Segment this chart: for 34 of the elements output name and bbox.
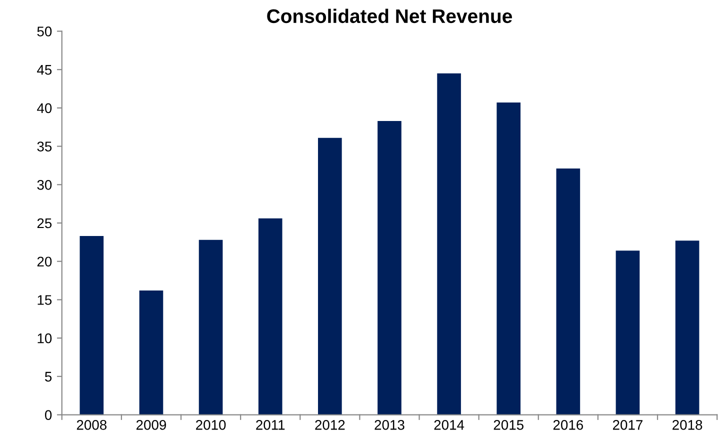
x-tick-label: 2008 bbox=[76, 420, 107, 430]
x-tick-label: 2013 bbox=[374, 420, 404, 430]
bar bbox=[318, 138, 342, 415]
bar bbox=[258, 218, 282, 415]
x-tick-label: 2016 bbox=[553, 420, 584, 430]
chart-title: Consolidated Net Revenue bbox=[267, 8, 512, 24]
bar bbox=[437, 73, 461, 415]
x-tick-label: 2012 bbox=[315, 420, 345, 430]
bar bbox=[556, 168, 580, 415]
y-tick-label: 50 bbox=[37, 26, 52, 36]
bar bbox=[496, 102, 521, 415]
x-tick-label: 2018 bbox=[672, 420, 702, 430]
y-tick-label: 20 bbox=[37, 256, 52, 267]
y-tick-label: 35 bbox=[37, 142, 52, 152]
x-tick-label: 2011 bbox=[256, 420, 285, 430]
y-tick-label: 45 bbox=[37, 65, 52, 75]
x-tick-label: 2015 bbox=[494, 420, 524, 430]
y-tick-label: 15 bbox=[38, 295, 52, 305]
bar bbox=[378, 120, 402, 415]
y-tick-label: 40 bbox=[37, 103, 52, 114]
x-tick-label: 2017 bbox=[612, 420, 642, 430]
bar bbox=[198, 240, 223, 415]
y-tick-label: 5 bbox=[44, 372, 52, 382]
y-tick-label: 30 bbox=[37, 180, 52, 190]
bar bbox=[80, 236, 104, 415]
x-tick-label: 2010 bbox=[196, 420, 226, 430]
bar bbox=[675, 240, 700, 415]
bar bbox=[139, 290, 164, 415]
y-tick-label: 0 bbox=[44, 410, 52, 420]
bar bbox=[616, 250, 640, 415]
y-tick-label: 10 bbox=[38, 333, 52, 344]
y-tick-label: 25 bbox=[37, 218, 52, 228]
x-tick-label: 2014 bbox=[434, 420, 464, 430]
x-tick-label: 2009 bbox=[136, 420, 166, 430]
